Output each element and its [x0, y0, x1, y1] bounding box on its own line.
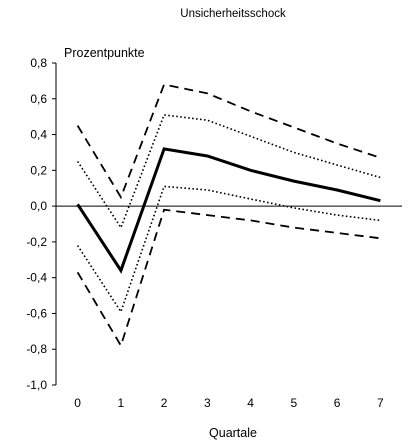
y-tick-label: 0,8: [30, 56, 47, 70]
y-tick-label: -1,0: [26, 378, 47, 392]
x-tick-label: 5: [291, 396, 298, 410]
y-axis-label: Prozentpunkte: [64, 46, 145, 60]
y-tick-label: 0,0: [30, 199, 47, 213]
series-line-solid: [76, 147, 381, 274]
chart-title: Unsicherheitsschock: [180, 8, 286, 20]
x-tick-label: 4: [247, 396, 254, 410]
x-axis-label: Quartale: [209, 426, 257, 440]
y-tick-label: -0,4: [26, 271, 47, 285]
y-tick-label: -0,6: [26, 306, 47, 320]
series-line-dotted: [76, 185, 381, 314]
series-line-dashed: [76, 208, 381, 348]
series-line-dotted: [76, 114, 381, 230]
x-tick-label: 0: [74, 396, 81, 410]
x-tick-label: 3: [204, 396, 211, 410]
x-tick-label: 7: [377, 396, 384, 410]
axes: 0,8 0,6 0,4 0,2 0,0 -0,2 -0,4 -0,6 -0,8 -1,0 0 1 2 3 4…: [26, 56, 402, 410]
x-tick-label: 6: [334, 396, 341, 410]
y-tick-label: -0,2: [26, 235, 47, 249]
y-tick-label: 0,6: [30, 92, 47, 106]
x-tick-label: 1: [118, 396, 125, 410]
y-tick-label: -0,8: [26, 342, 47, 356]
series-layer: [76, 83, 381, 348]
x-tick-label: 2: [161, 396, 168, 410]
y-tick-label: 0,4: [30, 128, 47, 142]
y-tick-label: 0,2: [30, 163, 47, 177]
series-line-dashed: [76, 83, 381, 200]
